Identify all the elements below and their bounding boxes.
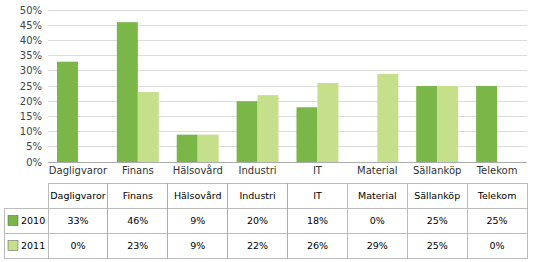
table-cell — [407, 183, 467, 208]
table-cell — [347, 233, 407, 258]
x-tick-label: Telekom — [476, 165, 518, 176]
data-label: 25% — [487, 215, 508, 226]
table-cell — [108, 208, 168, 233]
grid-line — [48, 10, 527, 11]
bar — [296, 107, 317, 162]
data-label: 0% — [490, 240, 505, 251]
table-cell — [347, 183, 407, 208]
bar — [258, 95, 279, 162]
bar — [198, 135, 219, 162]
bar — [416, 86, 437, 162]
table-cell — [228, 233, 288, 258]
table-cell — [228, 208, 288, 233]
table-cell — [108, 183, 168, 208]
table-header: IT — [313, 190, 322, 201]
data-label: 33% — [67, 215, 88, 226]
table-cell — [168, 233, 228, 258]
y-tick-label: 30% — [20, 65, 42, 76]
data-label: 23% — [127, 240, 148, 251]
table-cell — [48, 208, 108, 233]
x-axis-line — [48, 162, 527, 163]
legend-label: 2010 — [21, 215, 45, 226]
table-header: Material — [358, 190, 397, 201]
table-header: Telekom — [477, 190, 517, 201]
x-tick-label: Finans — [122, 165, 154, 176]
table-cell — [48, 183, 108, 208]
x-tick-label: Hälsovård — [173, 164, 223, 176]
grid-line — [48, 162, 527, 163]
table-header: Sällanköp — [414, 190, 460, 201]
bars — [57, 22, 497, 162]
data-label: 22% — [247, 240, 268, 251]
table-cell — [407, 208, 467, 233]
y-tick-label: 50% — [20, 5, 42, 16]
table-cell — [48, 233, 108, 258]
data-label: 25% — [427, 215, 448, 226]
x-tick-label: Dagligvaror — [49, 165, 108, 176]
y-tick-label: 40% — [20, 35, 42, 46]
data-label: 0% — [70, 240, 85, 251]
y-tick-label: 35% — [20, 50, 42, 61]
y-tick-label: 20% — [20, 96, 42, 107]
table-header: Dagligvaror — [50, 190, 105, 201]
table-cell — [288, 208, 348, 233]
legend-swatch — [8, 241, 18, 251]
bar — [377, 74, 398, 162]
y-tick-label: 10% — [20, 126, 42, 137]
data-label: 25% — [427, 240, 448, 251]
legend-swatch — [8, 216, 18, 226]
table-cell — [347, 208, 407, 233]
data-label: 0% — [370, 215, 385, 226]
table-cell — [407, 233, 467, 258]
data-label: 26% — [307, 240, 328, 251]
data-table: Dagligvaror Finans Hälsovård Industri IT Mate… — [4, 183, 527, 258]
table-cell — [288, 183, 348, 208]
bar — [138, 92, 159, 162]
table-header: Finans — [123, 190, 153, 201]
x-tick-label: IT — [313, 165, 323, 176]
data-label: 29% — [367, 240, 388, 251]
table-cell — [108, 233, 168, 258]
table-cell — [4, 208, 48, 233]
bar — [317, 83, 338, 162]
bar — [237, 101, 258, 162]
y-tick-label: 5% — [26, 141, 42, 152]
x-tick-label: Sällanköp — [413, 165, 461, 176]
data-label: 18% — [307, 215, 328, 226]
chart: 0% 5% 10% 15% 20% 25% 30% 35% 40% 45% 50% Dagligvar… — [0, 0, 535, 262]
y-tick-label: 25% — [20, 81, 42, 92]
legend-label: 2011 — [21, 240, 45, 251]
y-tick-label: 15% — [20, 111, 42, 122]
table-cell — [467, 183, 527, 208]
bar — [437, 86, 458, 162]
table-cell — [168, 208, 228, 233]
y-tick-label: 0% — [26, 157, 42, 168]
chart-container: 0% 5% 10% 15% 20% 25% 30% 35% 40% 45% 50% Dagligvar… — [0, 0, 535, 262]
table-cell — [288, 233, 348, 258]
table-cell — [228, 183, 288, 208]
table-cell — [4, 233, 48, 258]
bar — [117, 22, 138, 162]
data-label: 9% — [190, 240, 205, 251]
x-tick-label: Material — [357, 165, 398, 176]
data-label: 9% — [190, 215, 205, 226]
table-cell — [467, 208, 527, 233]
table-cell — [168, 183, 228, 208]
table-header: Hälsovård — [174, 190, 222, 201]
table-header: Industri — [240, 190, 276, 201]
data-label: 46% — [127, 215, 148, 226]
data-label: 20% — [247, 215, 268, 226]
bar — [177, 135, 198, 162]
x-tick-label: Industri — [239, 165, 277, 176]
x-axis: Dagligvaror Finans Hälsovård Industri IT Mate… — [48, 162, 527, 176]
bar — [476, 86, 497, 162]
bar — [57, 62, 78, 162]
y-axis: 0% 5% 10% 15% 20% 25% 30% 35% 40% 45% 50% — [20, 5, 527, 168]
table-cell — [467, 233, 527, 258]
y-tick-label: 45% — [20, 20, 42, 31]
